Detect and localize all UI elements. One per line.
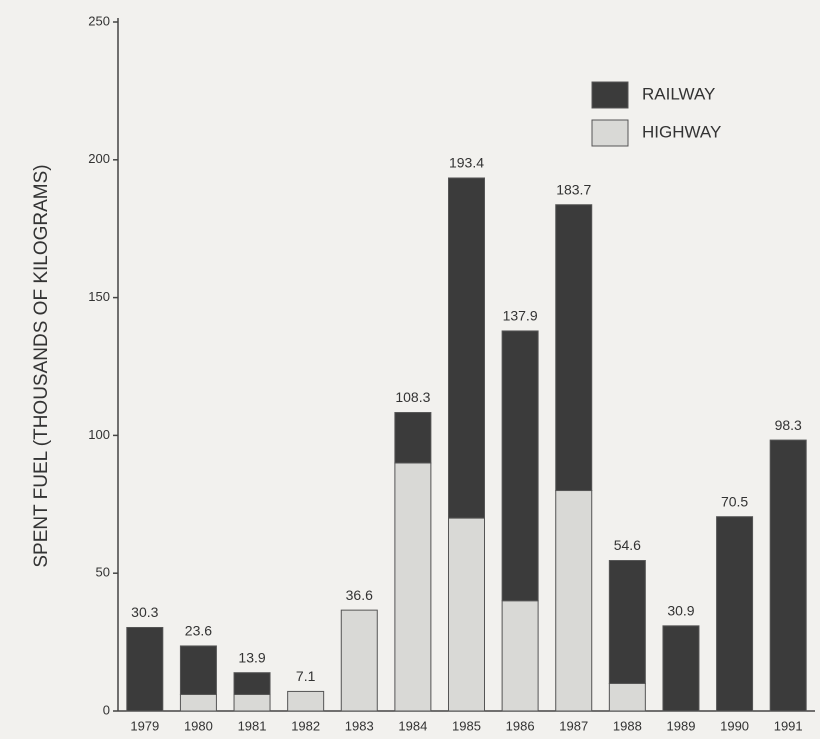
total-label: 30.9 (667, 603, 694, 619)
x-tick-label: 1982 (291, 718, 320, 733)
bar-segment (394, 412, 432, 464)
total-label: 183.7 (556, 181, 591, 197)
legend-swatch (591, 119, 629, 147)
bar-segment (179, 645, 217, 695)
total-label: 30.3 (131, 604, 158, 620)
x-tick-label: 1988 (613, 718, 642, 733)
bar-segment (501, 330, 539, 602)
bar-segment (555, 204, 593, 492)
x-tick-label: 1981 (238, 718, 267, 733)
total-label: 54.6 (614, 537, 641, 553)
total-label: 36.6 (346, 587, 373, 603)
x-tick-label: 1990 (720, 718, 749, 733)
bar-segment (394, 462, 432, 712)
x-tick-label: 1980 (184, 718, 213, 733)
y-tick-label: 250 (88, 13, 110, 28)
bar-segment (233, 672, 271, 695)
total-label: 98.3 (775, 417, 802, 433)
legend-label: HIGHWAY (642, 122, 721, 141)
x-tick-label: 1987 (559, 718, 588, 733)
bar-segment (126, 626, 164, 712)
y-tick-label: 0 (103, 702, 110, 717)
legend-swatch (591, 81, 629, 109)
bar-segment (179, 693, 217, 712)
y-tick-label: 100 (88, 427, 110, 442)
x-tick-label: 1984 (398, 718, 427, 733)
total-label: 23.6 (185, 623, 212, 639)
bar-segment (716, 516, 754, 712)
total-label: 70.5 (721, 493, 748, 509)
total-label: 13.9 (238, 649, 265, 665)
bar-segment (662, 625, 700, 712)
x-tick-label: 1985 (452, 718, 481, 733)
total-label: 137.9 (503, 308, 538, 324)
x-tick-label: 1989 (667, 718, 696, 733)
bar-segment (448, 517, 485, 712)
total-label: 7.1 (296, 668, 316, 684)
bar-segment (501, 600, 539, 712)
y-tick-label: 50 (96, 565, 110, 580)
bar-segment (769, 439, 807, 712)
bar-segment (555, 490, 593, 712)
bar-segment (340, 609, 378, 712)
bar-segment (608, 560, 646, 684)
bar-segment (608, 682, 646, 712)
y-axis-label: SPENT FUEL (THOUSANDS OF KILOGRAMS) (31, 164, 52, 567)
x-tick-label: 1991 (774, 718, 803, 733)
y-tick-label: 150 (88, 289, 110, 304)
bar-segment (448, 177, 485, 519)
x-tick-label: 1983 (345, 718, 374, 733)
total-label: 108.3 (395, 389, 430, 405)
bar-segment (287, 690, 325, 712)
x-tick-label: 1979 (130, 718, 159, 733)
total-label: 193.4 (449, 155, 484, 171)
y-tick-label: 200 (88, 151, 110, 166)
legend-label: RAILWAY (642, 84, 715, 103)
x-tick-label: 1986 (506, 718, 535, 733)
bar-segment (233, 693, 271, 712)
